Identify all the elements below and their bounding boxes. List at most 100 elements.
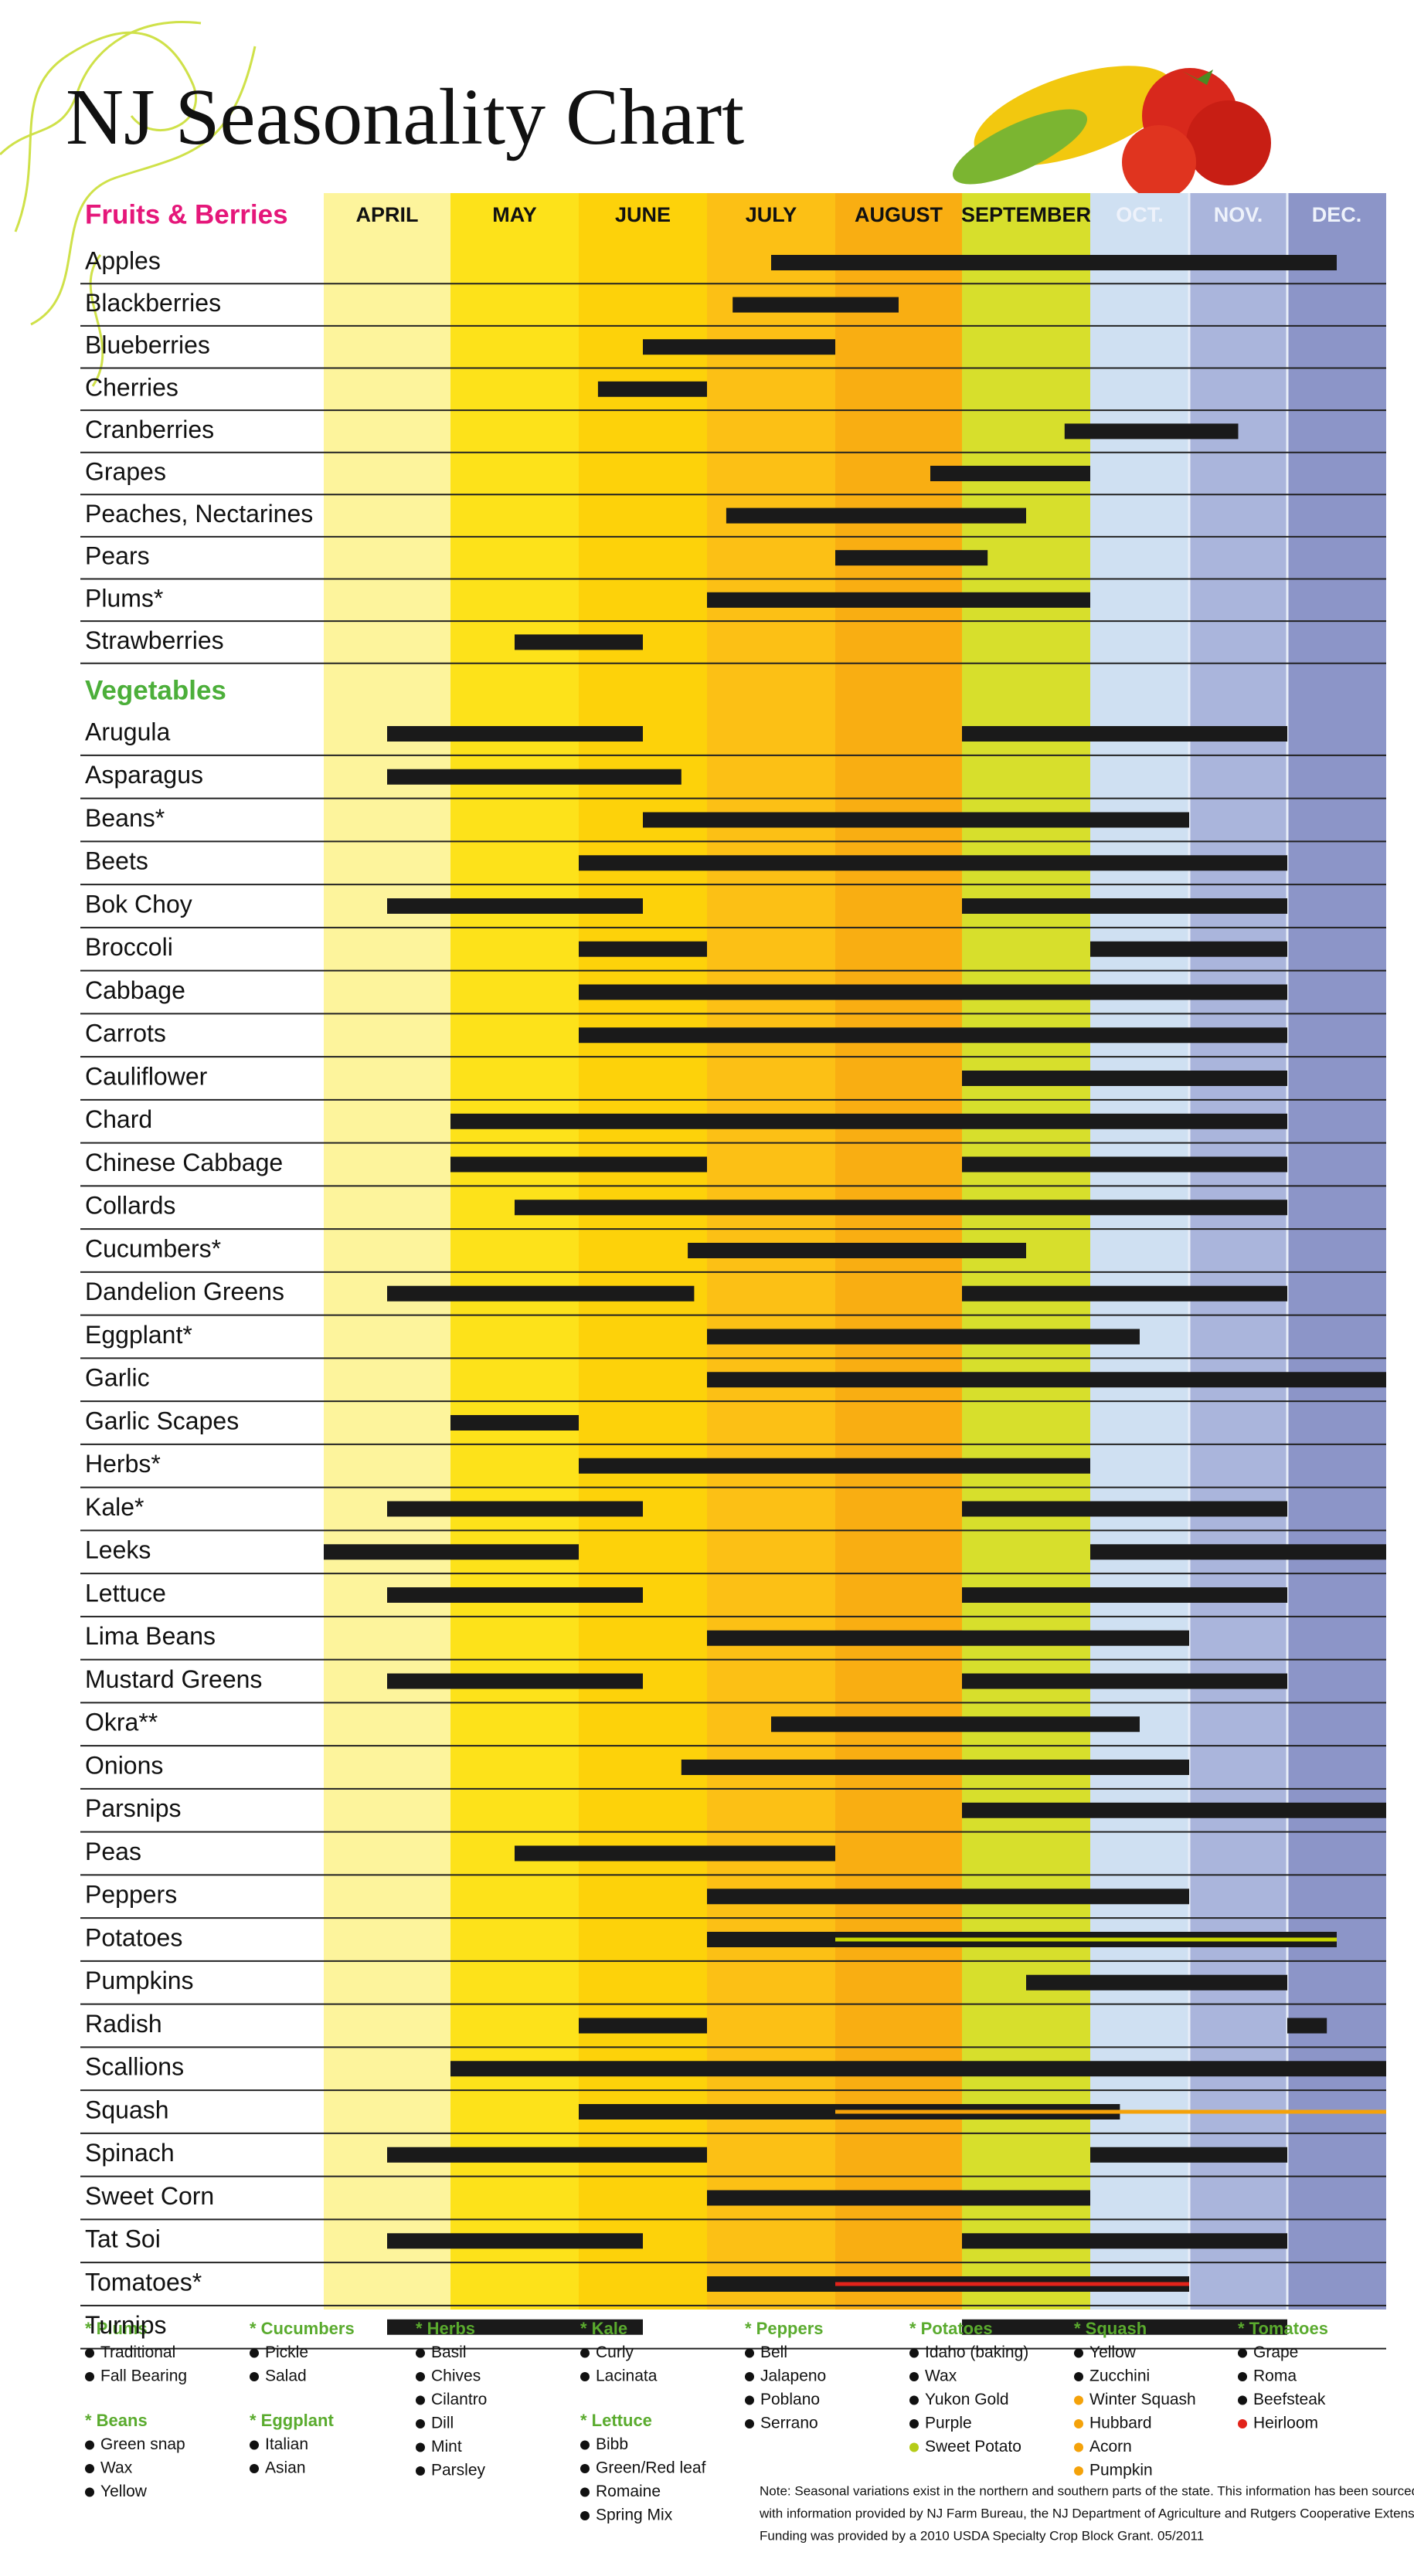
season-bar (387, 1587, 643, 1603)
footnote-item: Pickle (265, 2344, 308, 2361)
footnote-bullet (416, 2442, 425, 2452)
row-label: Pumpkins (85, 1967, 194, 1994)
season-bar (515, 1845, 835, 1862)
footnote-bullet (909, 2372, 919, 2381)
row-label: Eggplant* (85, 1321, 192, 1349)
footnote-bullet (250, 2372, 259, 2381)
row-label: Beans* (85, 804, 165, 832)
season-bar (643, 812, 1189, 828)
season-bar (1090, 2147, 1287, 2163)
footnote-item: Yellow (100, 2483, 148, 2500)
season-bar (726, 507, 1026, 524)
footnote-bullet (250, 2464, 259, 2473)
season-bar (597, 381, 707, 397)
season-bar (579, 1027, 1287, 1044)
row-label: Strawberries (85, 626, 224, 654)
footnote-item: Sweet Potato (925, 2438, 1021, 2456)
season-bar (387, 2147, 707, 2163)
row-label: Pears (85, 542, 150, 570)
season-bar (387, 769, 682, 785)
season-bar (450, 1113, 1287, 1129)
season-bar (387, 1285, 695, 1302)
month-column (450, 193, 579, 2310)
season-bar (962, 1501, 1287, 1517)
row-label: Tomatoes* (85, 2268, 202, 2296)
row-label: Chard (85, 1105, 152, 1133)
footnote-bullet (85, 2372, 94, 2381)
season-bar (387, 2233, 643, 2249)
footnote-title: * Kale (580, 2319, 627, 2338)
footnote-bullet (909, 2395, 919, 2405)
footnote-item: Bibb (596, 2435, 628, 2453)
footnote-bullet (745, 2372, 754, 2381)
season-bar (450, 1415, 579, 1431)
season-bar (707, 1329, 1140, 1345)
footnote-item: Serrano (760, 2415, 818, 2432)
row-label: Cranberries (85, 416, 214, 443)
footnote-bullet (1074, 2419, 1083, 2428)
row-label: Parsnips (85, 1794, 182, 1822)
footnote-bullet (416, 2466, 425, 2476)
footnote-item: Yellow (1089, 2344, 1137, 2361)
season-bar (732, 297, 899, 313)
footnote-bullet (1074, 2372, 1083, 2381)
footnote-bullet (580, 2487, 590, 2497)
footnote-item: Fall Bearing (100, 2367, 187, 2385)
source-note: Funding was provided by a 2010 USDA Spec… (760, 2528, 1204, 2543)
footnote-item: Idaho (baking) (925, 2344, 1028, 2361)
row-label: Lettuce (85, 1579, 166, 1607)
season-bar (515, 1200, 1287, 1216)
season-bar (688, 1243, 1026, 1258)
season-bar (962, 898, 1287, 914)
row-label: Broccoli (85, 933, 173, 961)
row-label: Turnips (85, 2311, 167, 2339)
footnote-title: * Potatoes (909, 2319, 993, 2338)
row-label: Chinese Cabbage (85, 1149, 283, 1176)
footnote-item: Traditional (100, 2344, 175, 2361)
season-bar (771, 1716, 1140, 1733)
footnote-item: Curly (596, 2344, 634, 2361)
footnote-bullet (85, 2348, 94, 2358)
row-label: Mustard Greens (85, 1665, 262, 1693)
month-label: NOV. (1214, 203, 1263, 226)
month-column (1090, 193, 1189, 2310)
footnote-bullet (1238, 2395, 1247, 2405)
footnote-title: * Beans (85, 2411, 148, 2430)
season-bar (324, 1544, 579, 1560)
row-label: Potatoes (85, 1923, 182, 1951)
footnote-bullet (416, 2419, 425, 2428)
season-bar (387, 1673, 643, 1689)
section-heading: Fruits & Berries (85, 199, 288, 229)
row-label: Garlic (85, 1364, 150, 1392)
chart-title: NJ Seasonality Chart (66, 73, 744, 161)
footnote-item: Wax (100, 2459, 133, 2477)
season-bar (1064, 423, 1239, 440)
footnote-bullet (1074, 2395, 1083, 2405)
footnote-bullet (580, 2372, 590, 2381)
footnote-item: Green/Red leaf (596, 2459, 706, 2477)
season-bar (962, 726, 1287, 742)
footnote-title: * Squash (1074, 2319, 1147, 2338)
row-label: Plums* (85, 584, 163, 612)
footnote-title: * Plums (85, 2319, 148, 2338)
footnote-item: Salad (265, 2367, 307, 2385)
footnote-item: Romaine (596, 2483, 661, 2500)
season-bar (930, 466, 1090, 481)
footnote-item: Pumpkin (1089, 2462, 1153, 2479)
footnote-item: Winter Squash (1089, 2391, 1196, 2408)
footnote-bullet (85, 2440, 94, 2450)
season-bar (962, 1285, 1287, 1302)
footnote-bullet (416, 2348, 425, 2358)
season-bar (962, 1587, 1287, 1603)
footnote-item: Beefsteak (1253, 2391, 1326, 2408)
footnote-item: Italian (265, 2435, 308, 2453)
footnote-item: Cilantro (431, 2391, 487, 2408)
row-label: Grapes (85, 457, 166, 485)
season-bar (962, 1156, 1287, 1173)
footnote-bullet (1238, 2348, 1247, 2358)
month-column (579, 193, 707, 2310)
footnote-title: * Peppers (745, 2319, 824, 2338)
decoration (0, 21, 257, 387)
row-label: Collards (85, 1192, 175, 1220)
footnote-item: Green snap (100, 2435, 185, 2453)
